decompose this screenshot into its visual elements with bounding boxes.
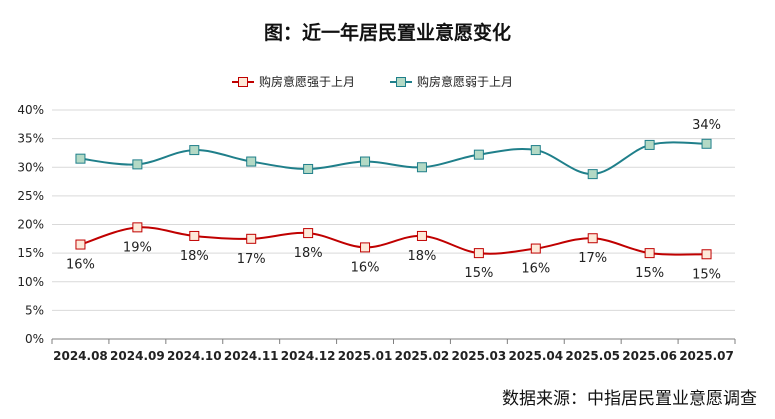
x-tick-label: 2024.10 — [167, 349, 222, 363]
data-point-marker — [587, 233, 598, 244]
x-tick-label: 2025.01 — [338, 349, 393, 363]
data-point-marker — [473, 248, 484, 259]
data-point-marker — [246, 156, 257, 167]
x-tick-label: 2024.12 — [281, 349, 336, 363]
legend-label: 购房意愿弱于上月 — [417, 74, 513, 89]
x-tick-label: 2025.04 — [508, 349, 563, 363]
y-tick-label: 30% — [17, 160, 44, 174]
data-point-marker — [416, 162, 427, 173]
data-point-marker — [75, 239, 86, 250]
x-tick-label: 2025.05 — [565, 349, 620, 363]
data-point-marker — [132, 159, 143, 170]
chart-title: 图：近一年居民置业意愿变化 — [263, 22, 511, 44]
data-point-marker — [587, 169, 598, 180]
source-note: 数据来源：中指居民置业意愿调查 — [502, 389, 757, 409]
data-point-marker — [303, 163, 314, 174]
legend-marker — [396, 77, 406, 87]
data-point-marker — [303, 228, 314, 239]
data-point-marker — [644, 139, 655, 150]
x-tick-label: 2025.07 — [679, 349, 734, 363]
data-point-marker — [473, 149, 484, 160]
series-line-1 — [80, 226, 707, 256]
x-tick-label: 2025.06 — [622, 349, 677, 363]
data-label: 16% — [351, 260, 380, 275]
data-point-marker — [530, 145, 541, 156]
data-label: 18% — [408, 249, 437, 264]
y-tick-label: 5% — [25, 303, 44, 317]
y-tick-label: 0% — [25, 332, 44, 346]
data-point-marker — [416, 230, 427, 241]
data-label: 15% — [635, 266, 664, 281]
y-tick-label: 40% — [17, 103, 44, 117]
data-label: 18% — [180, 249, 209, 264]
x-tick-label: 2024.09 — [110, 349, 165, 363]
y-tick-label: 25% — [17, 189, 44, 203]
x-tick-label: 2025.02 — [395, 349, 450, 363]
y-tick-label: 20% — [17, 218, 44, 232]
data-point-marker — [132, 222, 143, 233]
y-tick-label: 10% — [17, 275, 44, 289]
data-point-marker — [189, 230, 200, 241]
data-label: 15% — [464, 266, 493, 281]
data-label: 17% — [578, 251, 607, 266]
data-label: 18% — [294, 246, 323, 261]
x-tick-label: 2024.08 — [53, 349, 108, 363]
y-tick-label: 35% — [17, 132, 44, 146]
data-label: 34% — [692, 118, 721, 133]
data-point-marker — [701, 138, 712, 149]
data-point-marker — [360, 242, 371, 253]
x-tick-label: 2025.03 — [452, 349, 507, 363]
series-line-2 — [80, 141, 707, 176]
data-point-marker — [701, 249, 712, 260]
data-label: 15% — [692, 267, 721, 282]
data-label: 19% — [123, 240, 152, 255]
data-point-marker — [360, 156, 371, 167]
data-label: 17% — [237, 252, 266, 267]
legend-marker — [238, 77, 248, 87]
data-point-marker — [530, 243, 541, 254]
data-point-marker — [644, 248, 655, 259]
legend-label: 购房意愿强于上月 — [259, 74, 355, 89]
data-label: 16% — [521, 262, 550, 277]
data-point-marker — [246, 233, 257, 244]
y-tick-label: 15% — [17, 246, 44, 260]
x-tick-label: 2024.11 — [224, 349, 279, 363]
data-point-marker — [75, 153, 86, 164]
data-point-marker — [189, 145, 200, 156]
data-label: 16% — [66, 258, 95, 273]
